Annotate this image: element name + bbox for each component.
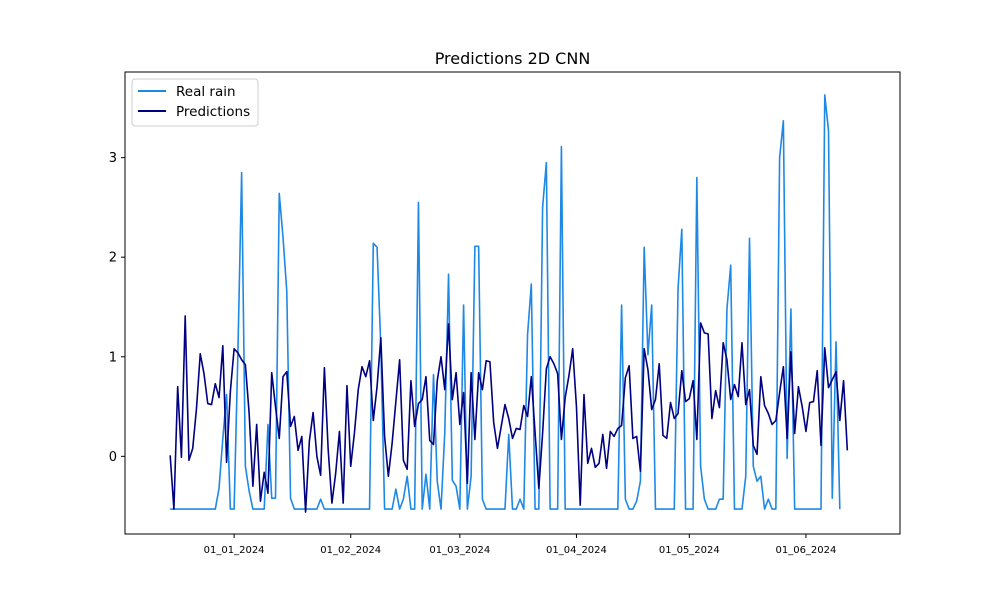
y-tick-label: 1 — [109, 350, 117, 365]
series-layer — [169, 94, 849, 513]
x-tick-label: 01_04_2024 — [546, 545, 607, 556]
x-tick-label: 01_03_2024 — [429, 545, 490, 556]
chart-title: Predictions 2D CNN — [435, 49, 591, 68]
x-tick-label: 01_01_2024 — [204, 545, 265, 556]
x-tick-label: 01_06_2024 — [775, 545, 836, 556]
plot-area — [124, 71, 901, 535]
plot-frame — [124, 71, 901, 535]
series-line-predictions — [169, 315, 849, 513]
x-tick-label: 01_02_2024 — [320, 545, 381, 556]
y-tick-label: 2 — [109, 251, 117, 266]
x-axis: 01_01_2024 01_02_2024 01_03_2024 01_04_2024… — [204, 534, 836, 556]
x-tick-label: 01_05_2024 — [659, 545, 720, 556]
series-line-real-rain — [170, 94, 841, 510]
y-tick-label: 0 — [109, 450, 117, 465]
legend-label-real-rain: Real rain — [176, 84, 236, 100]
y-axis: 0 1 2 3 — [109, 151, 125, 465]
y-tick-label: 3 — [109, 151, 117, 166]
legend: Real rain Predictions — [131, 78, 259, 127]
legend-label-predictions: Predictions — [176, 104, 250, 120]
